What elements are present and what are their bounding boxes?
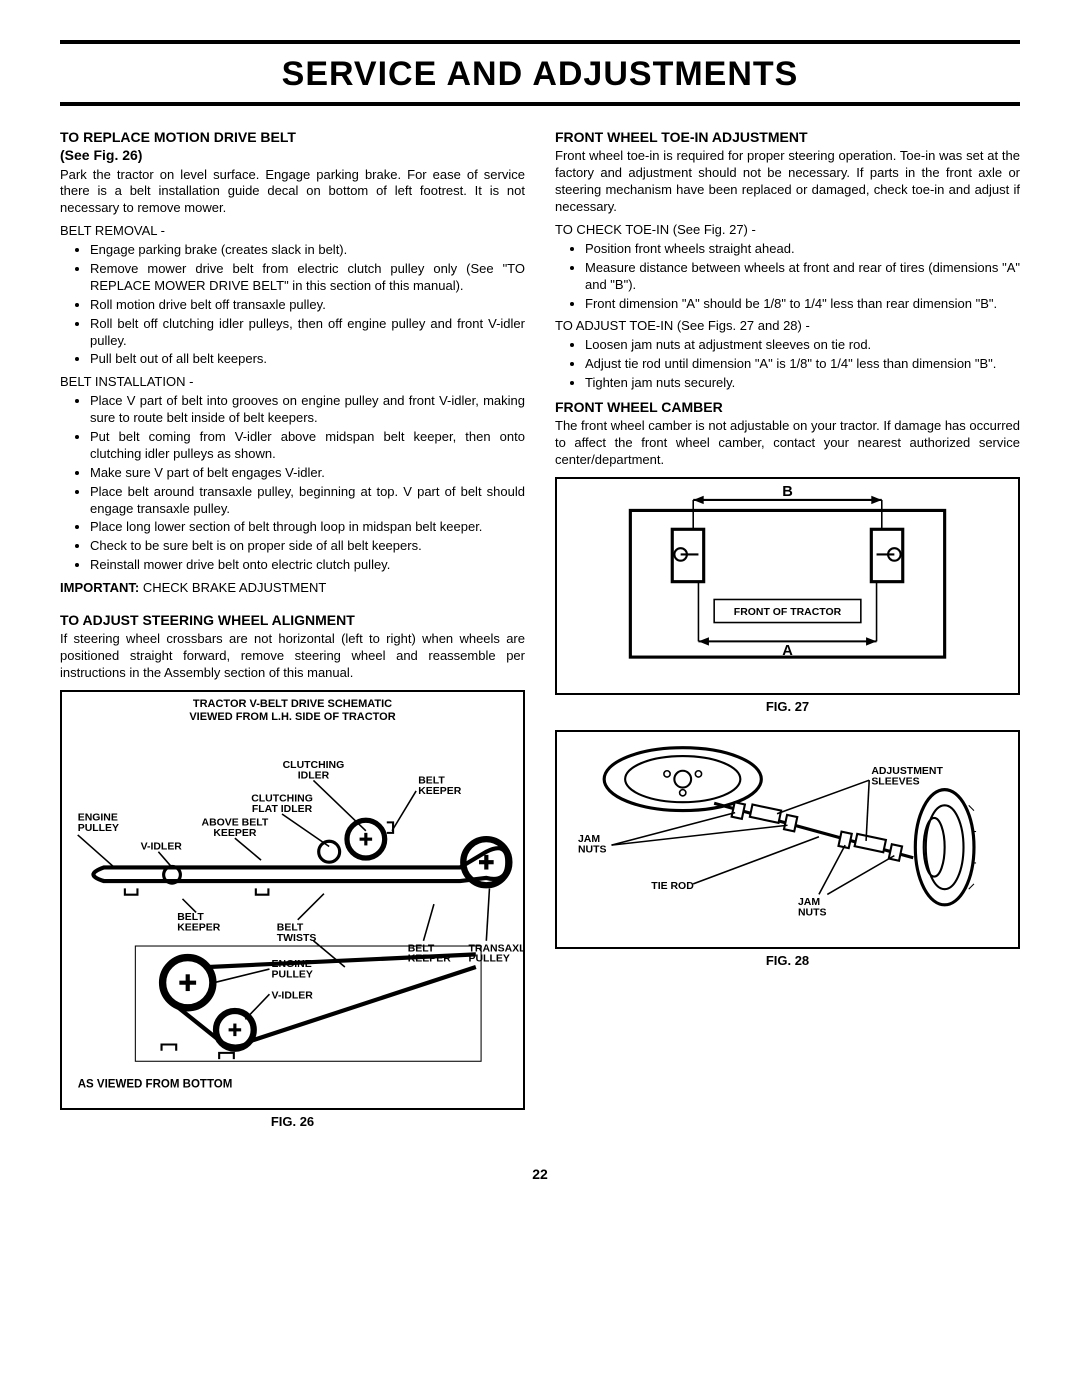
toein-heading: FRONT WHEEL TOE-IN ADJUSTMENT xyxy=(555,128,1020,146)
important-label: IMPORTANT: xyxy=(60,580,139,595)
svg-text:JAM: JAM xyxy=(798,897,820,908)
replace-belt-intro: Park the tractor on level surface. Engag… xyxy=(60,167,525,218)
left-column: TO REPLACE MOTION DRIVE BELT (See Fig. 2… xyxy=(60,124,525,1145)
replace-belt-heading: TO REPLACE MOTION DRIVE BELT (See Fig. 2… xyxy=(60,128,525,164)
fig26-caption: FIG. 26 xyxy=(60,1114,525,1131)
list-item: Make sure V part of belt engages V-idler… xyxy=(90,465,525,482)
page-title: SERVICE AND ADJUSTMENTS xyxy=(60,40,1020,106)
figure-27: B FRONT OF TRACTOR A xyxy=(555,477,1020,695)
fig26-title-l2: VIEWED FROM L.H. SIDE OF TRACTOR xyxy=(189,711,395,723)
svg-text:KEEPER: KEEPER xyxy=(177,923,220,934)
list-item: Front dimension "A" should be 1/8" to 1/… xyxy=(585,296,1020,313)
two-column-layout: TO REPLACE MOTION DRIVE BELT (See Fig. 2… xyxy=(60,124,1020,1145)
svg-text:AS VIEWED FROM BOTTOM: AS VIEWED FROM BOTTOM xyxy=(78,1079,233,1091)
toein-adjust-head: TO ADJUST TOE-IN (See Figs. 27 and 28) - xyxy=(555,318,1020,335)
important-text: CHECK BRAKE ADJUSTMENT xyxy=(139,580,326,595)
svg-text:BELT: BELT xyxy=(418,776,445,787)
svg-text:TIE ROD: TIE ROD xyxy=(651,881,694,892)
list-item: Place long lower section of belt through… xyxy=(90,519,525,536)
list-item: Put belt coming from V-idler above midsp… xyxy=(90,429,525,463)
svg-text:V-IDLER: V-IDLER xyxy=(141,842,183,853)
svg-text:V-IDLER: V-IDLER xyxy=(272,991,314,1002)
svg-text:IDLER: IDLER xyxy=(298,771,330,782)
svg-text:BELT: BELT xyxy=(177,912,204,923)
svg-text:ABOVE BELT: ABOVE BELT xyxy=(202,818,269,829)
steering-para: If steering wheel crossbars are not hori… xyxy=(60,631,525,682)
fig26-title: TRACTOR V-BELT DRIVE SCHEMATIC VIEWED FR… xyxy=(62,692,523,726)
fig26-title-l1: TRACTOR V-BELT DRIVE SCHEMATIC xyxy=(193,698,392,710)
toein-adjust-list: Loosen jam nuts at adjustment sleeves on… xyxy=(555,337,1020,392)
list-item: Measure distance between wheels at front… xyxy=(585,260,1020,294)
svg-text:JAM: JAM xyxy=(578,834,600,845)
camber-para: The front wheel camber is not adjustable… xyxy=(555,418,1020,469)
svg-text:TRANSAXLE: TRANSAXLE xyxy=(469,944,523,955)
list-item: Tighten jam nuts securely. xyxy=(585,375,1020,392)
svg-text:FRONT OF TRACTOR: FRONT OF TRACTOR xyxy=(734,607,842,618)
toein-check-head: TO CHECK TOE-IN (See Fig. 27) - xyxy=(555,222,1020,239)
fig27-svg: B FRONT OF TRACTOR A xyxy=(557,479,1018,689)
list-item: Adjust tie rod until dimension "A" is 1/… xyxy=(585,356,1020,373)
fig27-caption: FIG. 27 xyxy=(555,699,1020,716)
list-item: Reinstall mower drive belt onto electric… xyxy=(90,557,525,574)
svg-text:BELT: BELT xyxy=(408,944,435,955)
svg-text:KEEPER: KEEPER xyxy=(213,828,256,839)
svg-text:FLAT IDLER: FLAT IDLER xyxy=(252,804,313,815)
list-item: Roll motion drive belt off transaxle pul… xyxy=(90,297,525,314)
svg-text:TWISTS: TWISTS xyxy=(277,933,317,944)
list-item: Loosen jam nuts at adjustment sleeves on… xyxy=(585,337,1020,354)
svg-text:CLUTCHING: CLUTCHING xyxy=(251,794,313,805)
fig28-svg: ADJUSTMENT SLEEVES JAM NUTS TIE ROD JAM … xyxy=(557,732,1018,942)
svg-text:PULLEY: PULLEY xyxy=(78,823,119,834)
belt-removal-head: BELT REMOVAL - xyxy=(60,223,525,240)
heading-line1: TO REPLACE MOTION DRIVE BELT xyxy=(60,129,296,145)
list-item: Engage parking brake (creates slack in b… xyxy=(90,242,525,259)
toein-intro: Front wheel toe-in is required for prope… xyxy=(555,148,1020,216)
fig27-a-label: A xyxy=(782,643,793,659)
list-item: Position front wheels straight ahead. xyxy=(585,241,1020,258)
belt-install-list: Place V part of belt into grooves on eng… xyxy=(60,393,525,574)
right-column: FRONT WHEEL TOE-IN ADJUSTMENT Front whee… xyxy=(555,124,1020,1145)
svg-text:ADJUSTMENT: ADJUSTMENT xyxy=(871,766,943,777)
toein-check-list: Position front wheels straight ahead. Me… xyxy=(555,241,1020,313)
fig26-svg: CLUTCHING IDLER CLUTCHING FLAT IDLER BEL… xyxy=(62,726,523,1103)
steering-heading: TO ADJUST STEERING WHEEL ALIGNMENT xyxy=(60,611,525,629)
svg-text:PULLEY: PULLEY xyxy=(272,970,313,981)
belt-install-head: BELT INSTALLATION - xyxy=(60,374,525,391)
list-item: Place belt around transaxle pulley, begi… xyxy=(90,484,525,518)
list-item: Place V part of belt into grooves on eng… xyxy=(90,393,525,427)
svg-text:NUTS: NUTS xyxy=(798,907,827,918)
svg-text:BELT: BELT xyxy=(277,923,304,934)
list-item: Remove mower drive belt from electric cl… xyxy=(90,261,525,295)
important-note: IMPORTANT: CHECK BRAKE ADJUSTMENT xyxy=(60,580,525,597)
svg-text:CLUTCHING: CLUTCHING xyxy=(283,760,345,771)
svg-text:KEEPER: KEEPER xyxy=(418,786,461,797)
list-item: Pull belt out of all belt keepers. xyxy=(90,351,525,368)
svg-text:ENGINE: ENGINE xyxy=(78,813,118,824)
fig28-caption: FIG. 28 xyxy=(555,953,1020,970)
svg-text:SLEEVES: SLEEVES xyxy=(871,777,919,788)
page-number: 22 xyxy=(60,1165,1020,1183)
svg-text:NUTS: NUTS xyxy=(578,845,607,856)
belt-removal-list: Engage parking brake (creates slack in b… xyxy=(60,242,525,368)
list-item: Check to be sure belt is on proper side … xyxy=(90,538,525,555)
heading-line2: (See Fig. 26) xyxy=(60,147,142,163)
figure-28: ADJUSTMENT SLEEVES JAM NUTS TIE ROD JAM … xyxy=(555,730,1020,948)
list-item: Roll belt off clutching idler pulleys, t… xyxy=(90,316,525,350)
figure-26: TRACTOR V-BELT DRIVE SCHEMATIC VIEWED FR… xyxy=(60,690,525,1110)
fig27-b-label: B xyxy=(782,484,793,500)
camber-heading: FRONT WHEEL CAMBER xyxy=(555,398,1020,416)
